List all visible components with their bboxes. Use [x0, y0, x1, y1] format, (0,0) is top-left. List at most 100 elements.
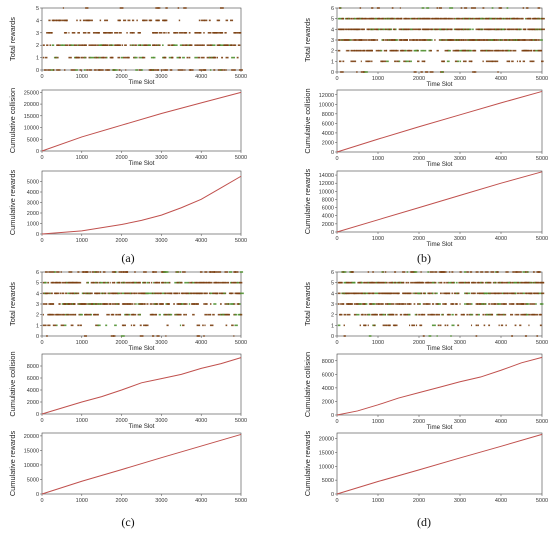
scatter-point — [88, 44, 93, 46]
scatter-point — [374, 313, 378, 316]
x-tick-label: 5000 — [536, 340, 548, 346]
x-tick-label: 2000 — [413, 76, 425, 82]
scatter-point — [95, 303, 100, 305]
x-tick-label: 1000 — [372, 76, 384, 82]
scatter-point — [182, 44, 185, 46]
scatter-point — [538, 49, 543, 52]
x-tick-label: 2000 — [115, 155, 127, 161]
scatter-point — [88, 32, 91, 34]
y-tick-label: 6000 — [322, 206, 334, 212]
scatter-point — [395, 303, 399, 305]
scatter-point — [361, 28, 364, 31]
scatter-point — [501, 49, 505, 52]
scatter-point — [430, 28, 433, 31]
scatter-point — [110, 335, 114, 337]
scatter-point — [185, 44, 187, 46]
y-tick-label: 25000 — [24, 90, 39, 96]
scatter-point — [441, 17, 443, 20]
scatter-point — [498, 324, 500, 327]
scatter-point — [97, 313, 99, 316]
x-tick-label: 5000 — [235, 498, 247, 504]
scatter-point — [429, 271, 432, 273]
scatter-point — [148, 44, 152, 46]
scatter-point — [453, 292, 456, 295]
scatter-point — [364, 313, 367, 316]
scatter-point — [371, 49, 373, 52]
scatter-point — [337, 303, 340, 305]
scatter-point — [106, 44, 109, 46]
scatter-point — [360, 60, 362, 63]
scatter-point — [466, 292, 468, 295]
scatter-point — [434, 28, 437, 31]
scatter-point — [68, 281, 70, 284]
scatter-point — [345, 49, 347, 52]
x-tick-label: 5000 — [235, 74, 247, 80]
scatter-point — [340, 39, 343, 41]
scatter-point — [431, 28, 434, 31]
scatter-point — [452, 39, 454, 41]
scatter-point — [483, 39, 487, 41]
scatter-point — [420, 271, 422, 273]
scatter-point — [407, 17, 410, 20]
scatter-point — [107, 281, 109, 284]
scatter-point — [224, 32, 227, 34]
scatter-point — [82, 19, 86, 22]
scatter-point — [69, 292, 74, 295]
scatter-point — [394, 324, 398, 327]
x-tick-label: 3000 — [454, 498, 466, 504]
scatter-point — [45, 271, 48, 273]
scatter-point — [221, 44, 226, 46]
x-tick-label: 4000 — [195, 155, 207, 161]
scatter-point — [505, 271, 509, 273]
scatter-point — [204, 19, 208, 22]
y-tick-label: 10000 — [319, 102, 334, 108]
x-tick-label: 5000 — [536, 156, 548, 162]
scatter-point — [345, 292, 350, 295]
scatter-point — [155, 32, 159, 34]
scatter-point — [448, 281, 452, 284]
scatter-point — [403, 281, 405, 284]
x-tick-label: 5000 — [235, 340, 247, 346]
scatter-point — [367, 39, 370, 41]
scatter-point — [129, 281, 131, 284]
scatter-point — [472, 313, 474, 316]
scatter-point — [382, 324, 387, 327]
scatter-point — [215, 281, 219, 284]
scatter-point — [450, 281, 453, 284]
scatter-point — [364, 292, 367, 295]
scatter-point — [197, 44, 201, 46]
scatter-point — [475, 271, 479, 273]
scatter-point — [396, 60, 400, 63]
scatter-point — [165, 7, 168, 9]
scatter-point — [127, 56, 130, 59]
scatter-point — [428, 28, 433, 31]
scatter-point — [52, 324, 57, 327]
scatter-point — [454, 313, 458, 316]
scatter-point — [367, 313, 371, 316]
scatter-point — [396, 49, 399, 52]
plot-frame — [336, 170, 543, 233]
scatter-point — [541, 28, 545, 31]
scatter-point — [65, 292, 68, 295]
scatter-point — [472, 17, 474, 20]
scatter-point — [96, 292, 99, 295]
y-tick-label: 3 — [331, 38, 334, 44]
scatter-point — [459, 17, 461, 20]
scatter-point — [221, 56, 224, 59]
scatter-point — [344, 17, 347, 20]
scatter-point — [179, 69, 184, 71]
scatter-point — [488, 49, 491, 52]
y-tick-label: 14000 — [319, 173, 334, 179]
scatter-point — [202, 281, 204, 284]
scatter-point — [428, 292, 431, 295]
scatter-point — [538, 28, 541, 31]
scatter-point — [95, 324, 99, 327]
scatter-point — [400, 281, 405, 284]
scatter-point — [421, 281, 424, 284]
panel-label: (d) — [417, 515, 431, 529]
y-tick-label: 6000 — [322, 372, 334, 378]
scatter-point — [179, 281, 182, 284]
scatter-point — [350, 292, 353, 295]
scatter-point — [378, 17, 381, 20]
scatter-point — [391, 7, 394, 9]
